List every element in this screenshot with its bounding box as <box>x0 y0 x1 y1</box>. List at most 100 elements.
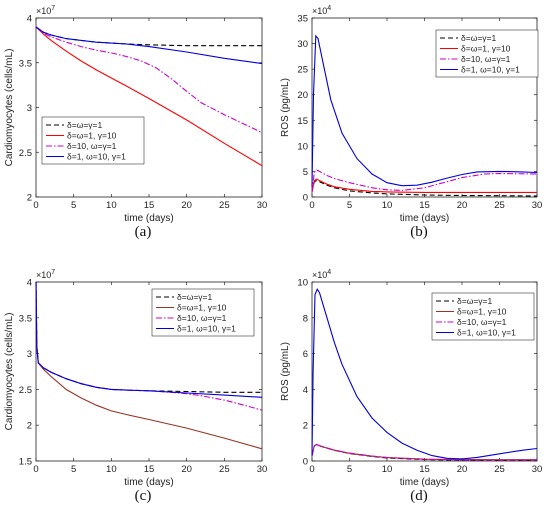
y-tick-label: 25 <box>297 65 308 76</box>
legend-label: δ=ω=γ=1 <box>461 33 497 43</box>
legend-label: δ=ω=1, γ=10 <box>67 131 117 141</box>
x-tick-label: 20 <box>457 200 468 211</box>
y-tick-label: 3 <box>27 103 32 114</box>
legend-label: δ=ω=γ=1 <box>177 292 213 302</box>
y-tick-label: 3.5 <box>19 58 32 69</box>
y-tick-label: 3 <box>27 349 32 360</box>
legend-label: δ=ω=1, γ=10 <box>461 44 511 54</box>
y-axis-label: Cardiomyocytes (cells/mL) <box>4 49 15 167</box>
legend-label: δ=1, ω=10, γ=1 <box>457 328 516 338</box>
x-tick-label: 25 <box>219 200 230 211</box>
x-axis-label: time (days) <box>400 477 449 488</box>
plot-frame <box>35 17 263 198</box>
y-tick-label: 15 <box>297 116 308 127</box>
legend-label: δ=10, ω=γ=1 <box>177 313 227 323</box>
legend-label: δ=10, ω=γ=1 <box>457 317 507 327</box>
y-exponent-label: ×107 <box>36 269 55 280</box>
x-tick-label: 0 <box>33 200 38 211</box>
x-axis-label: time (days) <box>124 213 173 224</box>
legend-label: δ=1, ω=10, γ=1 <box>461 65 520 75</box>
x-tick-label: 0 <box>309 464 314 475</box>
x-tick-label: 20 <box>457 464 468 475</box>
y-tick-label: 5 <box>303 167 308 178</box>
x-tick-label: 25 <box>219 464 230 475</box>
x-tick-label: 10 <box>382 200 393 211</box>
x-tick-label: 5 <box>71 200 76 211</box>
x-tick-label: 10 <box>106 464 117 475</box>
y-tick-label: 6 <box>303 349 308 360</box>
x-tick-label: 20 <box>181 200 192 211</box>
caption-a: (a) <box>134 224 152 240</box>
y-tick-label: 10 <box>297 141 308 152</box>
legend-label: δ=1, ω=10, γ=1 <box>67 152 126 162</box>
series-line <box>35 281 263 398</box>
chart-d-ros: 0 5 10 15 20 25 30 0 2 4 6 8 10 ×104 time (days) ROS (p… <box>280 269 542 488</box>
y-tick-label: 35 <box>297 14 308 25</box>
y-exponent-label: ×107 <box>36 5 55 16</box>
y-tick-label: 20 <box>297 90 308 101</box>
chart-a-cardiomyocytes: 0 5 10 15 20 25 30 2 2.5 3 3.5 4 ×107 time (days) Card… <box>4 5 267 224</box>
y-exponent-label: ×104 <box>312 5 331 16</box>
y-tick-label: 10 <box>297 278 308 289</box>
y-tick-label: 2.5 <box>19 148 32 159</box>
legend-label: δ=ω=γ=1 <box>67 120 103 130</box>
series-line <box>311 180 538 197</box>
y-tick-label: 8 <box>303 313 308 324</box>
y-exponent-label: ×104 <box>312 269 331 280</box>
x-tick-label: 15 <box>419 200 430 211</box>
series-line <box>35 26 263 65</box>
y-tick-label: 0 <box>303 193 308 204</box>
legend-label: δ=10, ω=γ=1 <box>67 141 117 151</box>
x-tick-label: 25 <box>494 464 505 475</box>
x-axis-label: time (days) <box>124 477 173 488</box>
y-tick-label: 2 <box>303 421 308 432</box>
y-tick-label: 30 <box>297 39 308 50</box>
x-tick-label: 5 <box>347 464 352 475</box>
x-tick-label: 15 <box>419 464 430 475</box>
x-tick-label: 10 <box>382 464 393 475</box>
y-tick-label: 2.5 <box>19 385 32 396</box>
y-axis-label: ROS (pg/mL) <box>280 78 291 137</box>
chart-c-cardiomyocytes: 0 5 10 15 20 25 30 1.5 2 2.5 3 3.5 4 ×107 time (days) C… <box>4 269 267 488</box>
y-tick-label: 0 <box>303 457 308 468</box>
x-tick-label: 20 <box>181 464 192 475</box>
x-tick-label: 5 <box>71 464 76 475</box>
y-tick-label: 4 <box>27 278 32 289</box>
x-axis-label: time (days) <box>400 213 449 224</box>
series-line <box>311 34 538 187</box>
caption-d: (d) <box>410 488 428 504</box>
caption-b: (b) <box>410 224 428 240</box>
x-tick-label: 15 <box>144 200 155 211</box>
series-line <box>311 169 538 192</box>
legend-label: δ=ω=1, γ=10 <box>457 307 507 317</box>
chart-b-ros: 0 5 10 15 20 25 30 0 5 10 15 20 25 30 35 ×104 time (days… <box>280 5 542 224</box>
caption-c: (c) <box>134 488 152 504</box>
series-line <box>311 443 537 461</box>
x-tick-label: 30 <box>257 200 268 211</box>
legend-label: δ=1, ω=10, γ=1 <box>177 324 236 334</box>
x-tick-label: 30 <box>532 200 543 211</box>
series-line <box>311 178 537 193</box>
legend-label: δ=10, ω=γ=1 <box>461 54 511 64</box>
x-tick-label: 30 <box>532 464 543 475</box>
legend-label: δ=ω=1, γ=10 <box>177 303 227 313</box>
x-tick-label: 0 <box>33 464 38 475</box>
x-tick-label: 30 <box>257 464 268 475</box>
y-tick-label: 3.5 <box>19 313 32 324</box>
series-line <box>35 26 263 134</box>
y-tick-label: 2 <box>27 193 32 204</box>
y-tick-label: 4 <box>27 14 32 25</box>
y-axis-label: ROS (pg/mL) <box>280 342 291 401</box>
x-tick-label: 0 <box>309 200 314 211</box>
legend-label: δ=ω=γ=1 <box>457 296 493 306</box>
y-axis-label: Cardiomyocytes (cells/mL) <box>4 313 15 431</box>
series-line <box>311 288 538 460</box>
series-line <box>35 26 263 167</box>
y-tick-label: 4 <box>303 385 308 396</box>
x-tick-label: 15 <box>144 464 155 475</box>
y-tick-label: 2 <box>27 421 32 432</box>
y-tick-label: 1.5 <box>19 457 32 468</box>
x-tick-label: 5 <box>347 200 352 211</box>
x-tick-label: 25 <box>494 200 505 211</box>
